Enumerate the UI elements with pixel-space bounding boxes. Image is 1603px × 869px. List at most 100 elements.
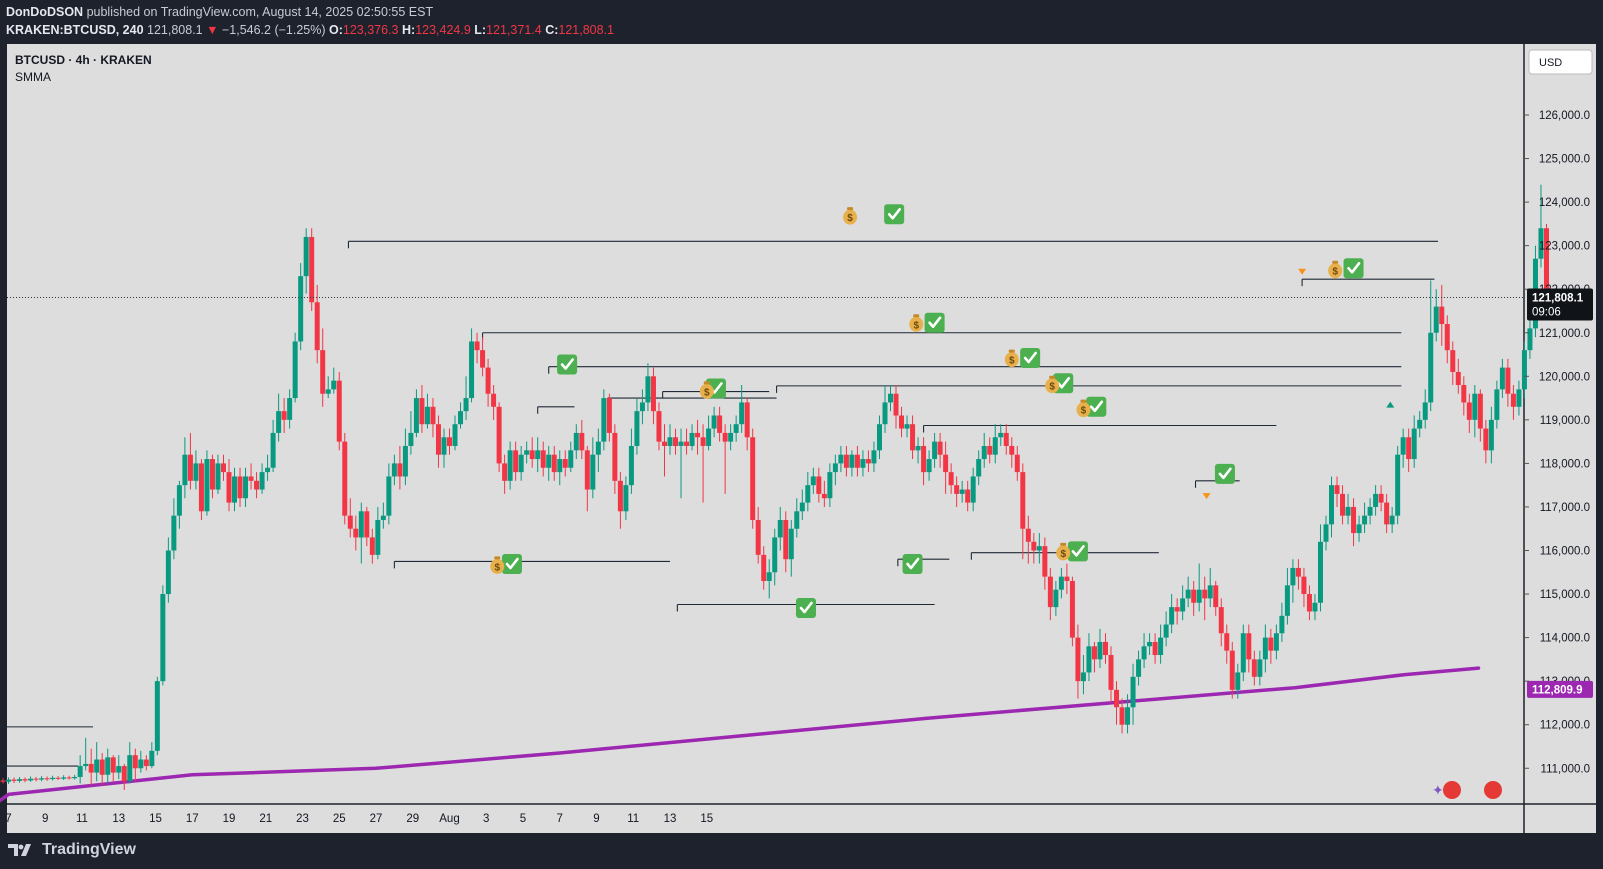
candle-up bbox=[1499, 367, 1505, 390]
candle-down bbox=[899, 415, 905, 429]
candle-down bbox=[1152, 641, 1158, 656]
money-bag-icon: $ bbox=[1045, 375, 1060, 394]
candle-up bbox=[193, 463, 199, 481]
candle-up bbox=[1279, 615, 1285, 634]
tradingview-logo[interactable]: TradingView bbox=[8, 841, 136, 859]
candle-down bbox=[948, 472, 954, 486]
price-tick-label: 126,000.0 bbox=[1539, 110, 1590, 122]
flag-buttons[interactable]: ✦ bbox=[1432, 781, 1502, 799]
candle-up bbox=[116, 766, 122, 773]
author-name[interactable]: DonDoDSON bbox=[6, 5, 84, 19]
candle-up bbox=[1323, 524, 1329, 542]
time-tick-label: 13 bbox=[664, 813, 677, 825]
smma-price-badge: 112,809.9 bbox=[1527, 680, 1593, 698]
candle-down bbox=[783, 520, 789, 560]
candle-up bbox=[171, 515, 177, 551]
candle-down bbox=[584, 450, 590, 490]
legend-indicator[interactable]: SMMA bbox=[15, 70, 51, 84]
candle-down bbox=[22, 779, 28, 781]
candle-down bbox=[1025, 528, 1031, 542]
candle-down bbox=[1251, 659, 1257, 677]
check-mark bbox=[906, 557, 920, 570]
time-tick-label: 15 bbox=[700, 813, 713, 825]
candle-up bbox=[557, 459, 563, 473]
high-value: 123,424.9 bbox=[415, 23, 471, 37]
candle-up bbox=[265, 467, 271, 473]
candle-down bbox=[656, 411, 662, 442]
open-value: 123,376.3 bbox=[342, 23, 399, 37]
smma-series bbox=[0, 666, 1481, 803]
money-bag-symbol: $ bbox=[1081, 406, 1087, 417]
sparkle-icon[interactable]: ✦ bbox=[1432, 782, 1444, 798]
price-axis[interactable] bbox=[1524, 44, 1596, 804]
candle-up bbox=[83, 763, 89, 767]
candle-up bbox=[61, 777, 67, 779]
price-tick-label: 123,000.0 bbox=[1539, 241, 1590, 253]
tradingview-logo-icon bbox=[8, 844, 31, 856]
candle-down bbox=[66, 777, 72, 779]
currency-label: USD bbox=[1539, 57, 1562, 69]
candle-up bbox=[441, 437, 447, 455]
candle-down bbox=[921, 445, 927, 473]
time-tick-label: 11 bbox=[76, 813, 88, 825]
candle-up bbox=[1136, 659, 1142, 677]
us-flag-icon[interactable] bbox=[1443, 781, 1461, 799]
candle-down bbox=[617, 480, 623, 512]
candle-down bbox=[650, 376, 656, 412]
candle-up bbox=[766, 572, 772, 581]
money-bag-icon: $ bbox=[1076, 399, 1091, 418]
candle-down bbox=[1224, 633, 1230, 651]
candle-up bbox=[287, 398, 293, 420]
candle-up bbox=[1262, 637, 1268, 660]
currency-button[interactable]: USD bbox=[1528, 49, 1593, 75]
symbol-label: KRAKEN:BTCUSD, 240 bbox=[6, 23, 144, 37]
candle-up bbox=[827, 472, 833, 499]
candle-down bbox=[1450, 350, 1456, 372]
candle-up bbox=[998, 432, 1004, 438]
money-bag-symbol: $ bbox=[1009, 356, 1015, 367]
time-axis[interactable] bbox=[7, 804, 1524, 833]
money-bag-tie bbox=[847, 207, 854, 211]
us-flag-icon-2[interactable] bbox=[1484, 781, 1502, 799]
price-change: −1,546.2 (−1.25%) bbox=[221, 23, 326, 37]
candle-up bbox=[546, 454, 552, 468]
candle-up bbox=[739, 402, 745, 425]
candle-down bbox=[1108, 655, 1114, 690]
candle-up bbox=[849, 454, 855, 468]
candle-down bbox=[342, 441, 348, 516]
candle-down bbox=[88, 763, 94, 773]
candle-up bbox=[1312, 602, 1318, 612]
candle-up bbox=[1196, 589, 1202, 603]
candle-up bbox=[832, 463, 838, 473]
candle-up bbox=[463, 398, 469, 412]
candle-up bbox=[1395, 454, 1401, 516]
money-bag-symbol: $ bbox=[913, 320, 919, 331]
candle-down bbox=[1213, 585, 1219, 608]
money-bag-tie bbox=[1049, 375, 1056, 379]
low-value: 121,371.4 bbox=[486, 23, 542, 37]
plot-area[interactable] bbox=[7, 44, 1524, 804]
candle-down bbox=[419, 398, 425, 425]
candle-down bbox=[435, 424, 441, 455]
candle-down bbox=[1174, 607, 1180, 612]
candle-up bbox=[1097, 641, 1103, 660]
candle-down bbox=[579, 432, 585, 451]
time-tick-label: 17 bbox=[186, 813, 199, 825]
candle-up bbox=[160, 594, 166, 682]
candle-up bbox=[1290, 567, 1296, 586]
candle-down bbox=[99, 759, 105, 775]
candle-up bbox=[1130, 676, 1136, 708]
candle-up bbox=[469, 341, 475, 399]
candle-down bbox=[1466, 402, 1472, 420]
candle-down bbox=[661, 441, 667, 446]
candle-down bbox=[1119, 707, 1125, 725]
candle-up bbox=[1389, 515, 1395, 525]
candle-down bbox=[1064, 576, 1070, 581]
money-bag-tie bbox=[913, 314, 920, 318]
candle-down bbox=[502, 463, 508, 481]
money-bag-body bbox=[699, 383, 714, 399]
money-bag-symbol: $ bbox=[847, 213, 853, 224]
price-tick-label: 112,000.0 bbox=[1540, 720, 1590, 732]
price-chart[interactable]: $$$$$$$$$ 111,000.0112,000.0113,000.0114… bbox=[0, 44, 1603, 833]
candle-up bbox=[871, 450, 877, 464]
